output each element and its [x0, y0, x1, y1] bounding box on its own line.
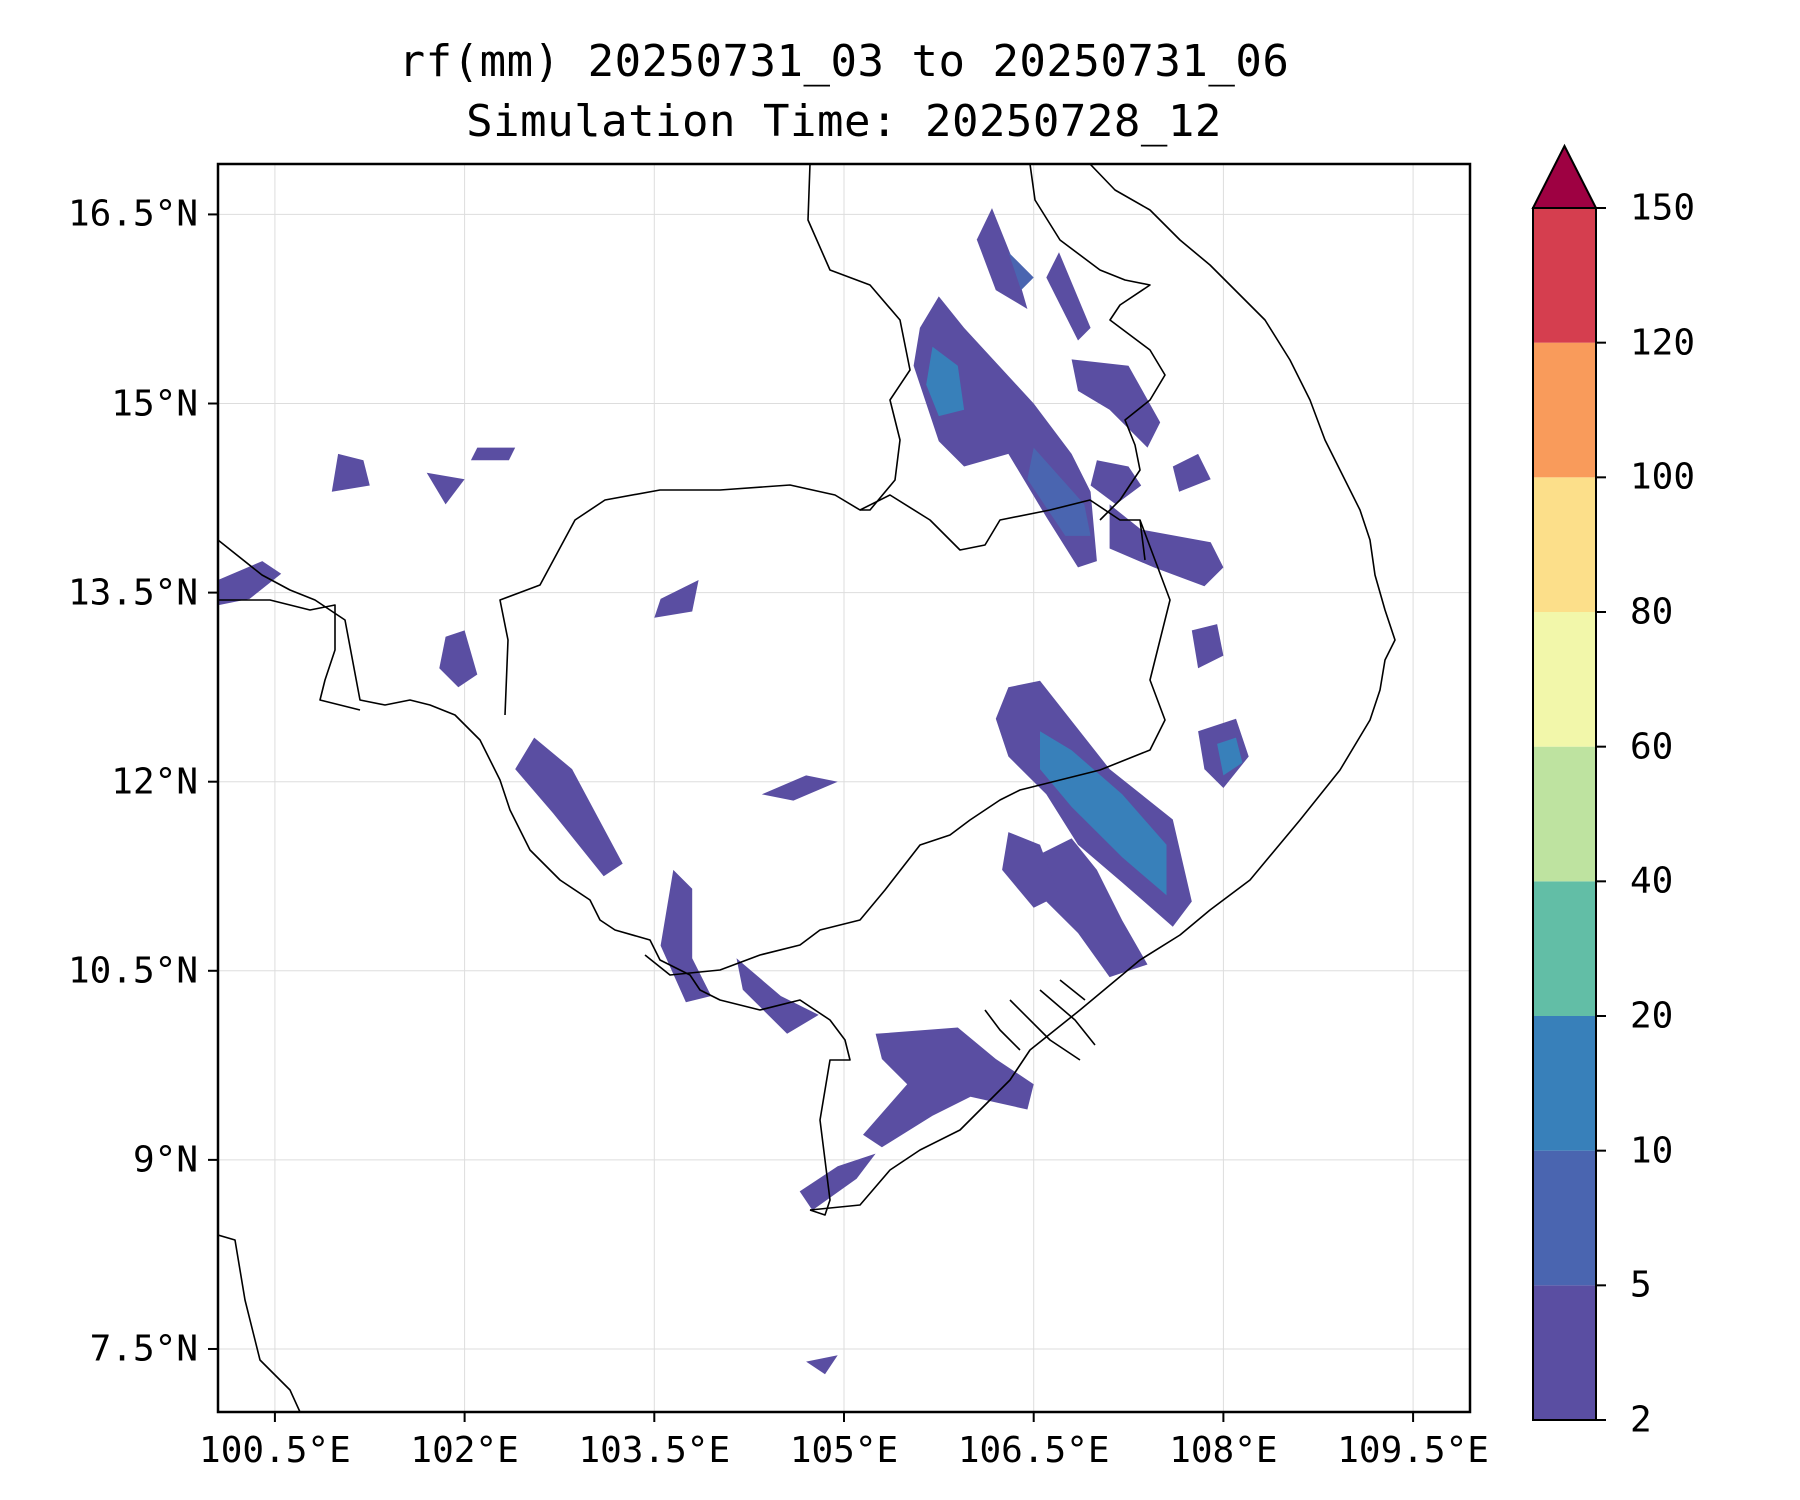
- colorbar-extend-arrow: [1531, 143, 1598, 209]
- coastline-gulf-of-thailand: [218, 539, 851, 1216]
- colorbar-tick-label: 80: [1630, 591, 1674, 633]
- rain-area-10-20: [1040, 731, 1167, 896]
- rain-area-5-10: [1008, 252, 1034, 291]
- lon-tick-label: 106.5°E: [957, 1430, 1110, 1471]
- rain-area-10-20: [926, 346, 965, 417]
- rain-area-10-20: [1217, 737, 1243, 776]
- rain-area-2-5: [470, 447, 516, 461]
- lon-tick-label: 109.5°E: [1337, 1430, 1489, 1471]
- colorbar-segment: [1533, 881, 1596, 1016]
- lat-tick-label: 12°N: [111, 761, 198, 803]
- rain-area-2-5: [515, 737, 623, 877]
- rain-area-2-5: [1071, 359, 1161, 448]
- colorbar-segment: [1533, 1285, 1596, 1420]
- lon-tick-label: 103.5°E: [578, 1430, 731, 1471]
- colorbar-segment: [1533, 208, 1596, 343]
- rain-area-2-5: [976, 208, 1028, 309]
- gridlines: [218, 164, 1470, 1412]
- lat-tick-label: 9°N: [132, 1139, 198, 1181]
- colorbar-tick-label: 120: [1630, 322, 1696, 364]
- colorbar-tick-label: 20: [1630, 995, 1674, 1037]
- lat-tick-label: 15°N: [111, 383, 198, 424]
- colorbar-segment: [1533, 746, 1596, 882]
- rain-area-2-5: [1172, 453, 1211, 492]
- lat-tick-label: 7.5°N: [89, 1328, 198, 1370]
- rain-area-2-5: [331, 453, 370, 492]
- colorbar-tick-label: 5: [1630, 1264, 1652, 1306]
- rain-area-2-5: [1046, 252, 1091, 341]
- colorbar: [1531, 143, 1606, 1421]
- colorbar-segment: [1533, 342, 1596, 478]
- rain-area-2-5: [1033, 838, 1148, 978]
- colorbar-tick-label: 100: [1630, 456, 1696, 498]
- border-laos-vietnam: [807, 164, 1166, 521]
- border-cambodia: [499, 484, 1171, 976]
- axis-ticks: [208, 213, 1415, 1422]
- colorbar-tick-label: 150: [1630, 187, 1696, 229]
- rain-area-2-5: [218, 561, 282, 606]
- rain-area-2-5: [439, 630, 478, 688]
- rain-area-2-5: [654, 580, 699, 618]
- rain-area-5-10: [1027, 447, 1091, 536]
- rain-area-2-5: [1002, 832, 1059, 908]
- mekong-delta-channels: [984, 979, 1096, 1061]
- map-title-line2: Simulation Time: 20250728_12: [466, 96, 1222, 147]
- rain-area-2-5: [736, 958, 819, 1034]
- colorbar-frame: [1532, 207, 1597, 1421]
- rain-area-2-5: [863, 1027, 1034, 1148]
- lat-tick-label: 16.5°N: [67, 193, 198, 235]
- rain-area-2-5: [660, 869, 712, 1003]
- rain-area-2-5: [761, 775, 838, 801]
- map-title-line1: rf(mm) 20250731_03 to 20250731_06: [398, 36, 1290, 87]
- border-thailand-laos: [218, 599, 361, 711]
- lon-tick-label: 108°E: [1169, 1430, 1278, 1471]
- colorbar-segment: [1533, 612, 1596, 747]
- lon-tick-label: 100.5°E: [199, 1430, 351, 1471]
- coastline-ca-mau: [809, 164, 1396, 1211]
- lon-tick-label: 102°E: [410, 1430, 519, 1471]
- colorbar-segment: [1533, 477, 1596, 612]
- colorbar-tick-label: 10: [1630, 1130, 1674, 1172]
- lon-tick-label: 105°E: [789, 1430, 899, 1471]
- colorbar-segment: [1533, 1150, 1596, 1286]
- rain-area-2-5: [1090, 460, 1142, 505]
- coastline-malay-peninsula: [218, 1234, 301, 1412]
- colorbar-segment: [1533, 1016, 1596, 1151]
- rainfall-contours: [218, 208, 1249, 1375]
- rain-area-2-5: [426, 472, 465, 505]
- coastlines-and-borders: [218, 164, 1396, 1412]
- colorbar-tick-label: 2: [1630, 1399, 1652, 1441]
- colorbar-tick-label: 40: [1630, 860, 1674, 902]
- rain-area-2-5: [806, 1355, 838, 1375]
- lat-tick-label: 13.5°N: [67, 572, 198, 614]
- rain-area-2-5: [1109, 504, 1224, 587]
- lat-tick-label: 10.5°N: [67, 950, 198, 992]
- rain-area-2-5: [1191, 624, 1224, 669]
- colorbar-tick-label: 60: [1630, 726, 1674, 768]
- rain-area-2-5: [799, 1153, 876, 1211]
- border-vietnam-cambodia-east: [1139, 519, 1146, 561]
